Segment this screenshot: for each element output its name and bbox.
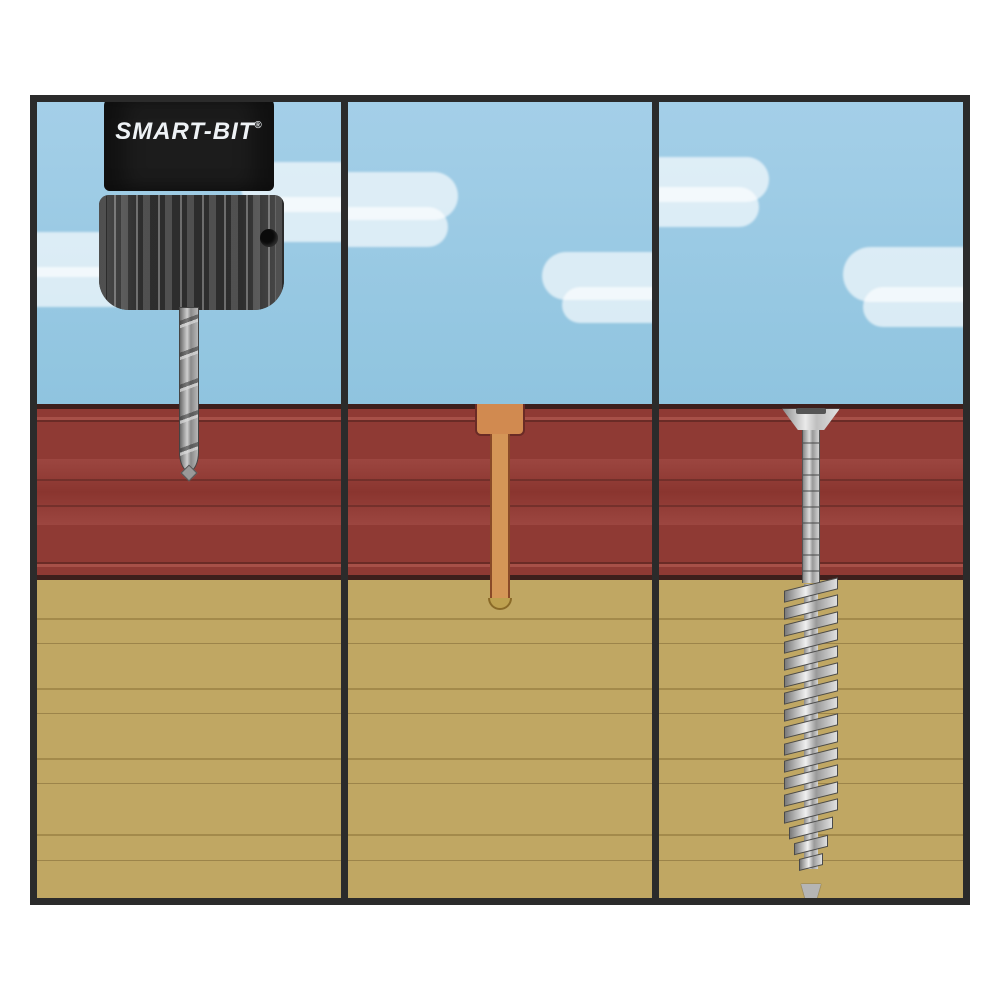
cloud <box>562 287 652 323</box>
panel-1-drill: SMART-BIT® <box>37 102 341 898</box>
smart-bit-tool: SMART-BIT® <box>99 102 279 310</box>
drill-bit <box>179 307 199 472</box>
countersink-hole <box>475 404 525 436</box>
joist <box>37 580 341 898</box>
sky <box>659 102 963 404</box>
tool-head: SMART-BIT® <box>104 102 274 191</box>
screw-tip <box>801 884 821 898</box>
collar-set-screw <box>260 229 278 247</box>
diagram-frame: SMART-BIT® <box>30 95 970 905</box>
pilot-hole-shaft <box>490 434 510 599</box>
joist <box>348 580 652 898</box>
screw-threads <box>781 584 841 889</box>
screw-shank <box>802 428 820 583</box>
cloud <box>341 207 448 247</box>
screw-drive-slot <box>796 408 826 414</box>
panel-2-pilot-hole <box>341 102 652 898</box>
sky <box>348 102 652 404</box>
brand-label: SMART-BIT® <box>104 118 274 146</box>
tool-collar <box>99 195 284 310</box>
cloud <box>863 287 963 327</box>
panel-3-screw <box>652 102 963 898</box>
cloud <box>652 187 759 227</box>
